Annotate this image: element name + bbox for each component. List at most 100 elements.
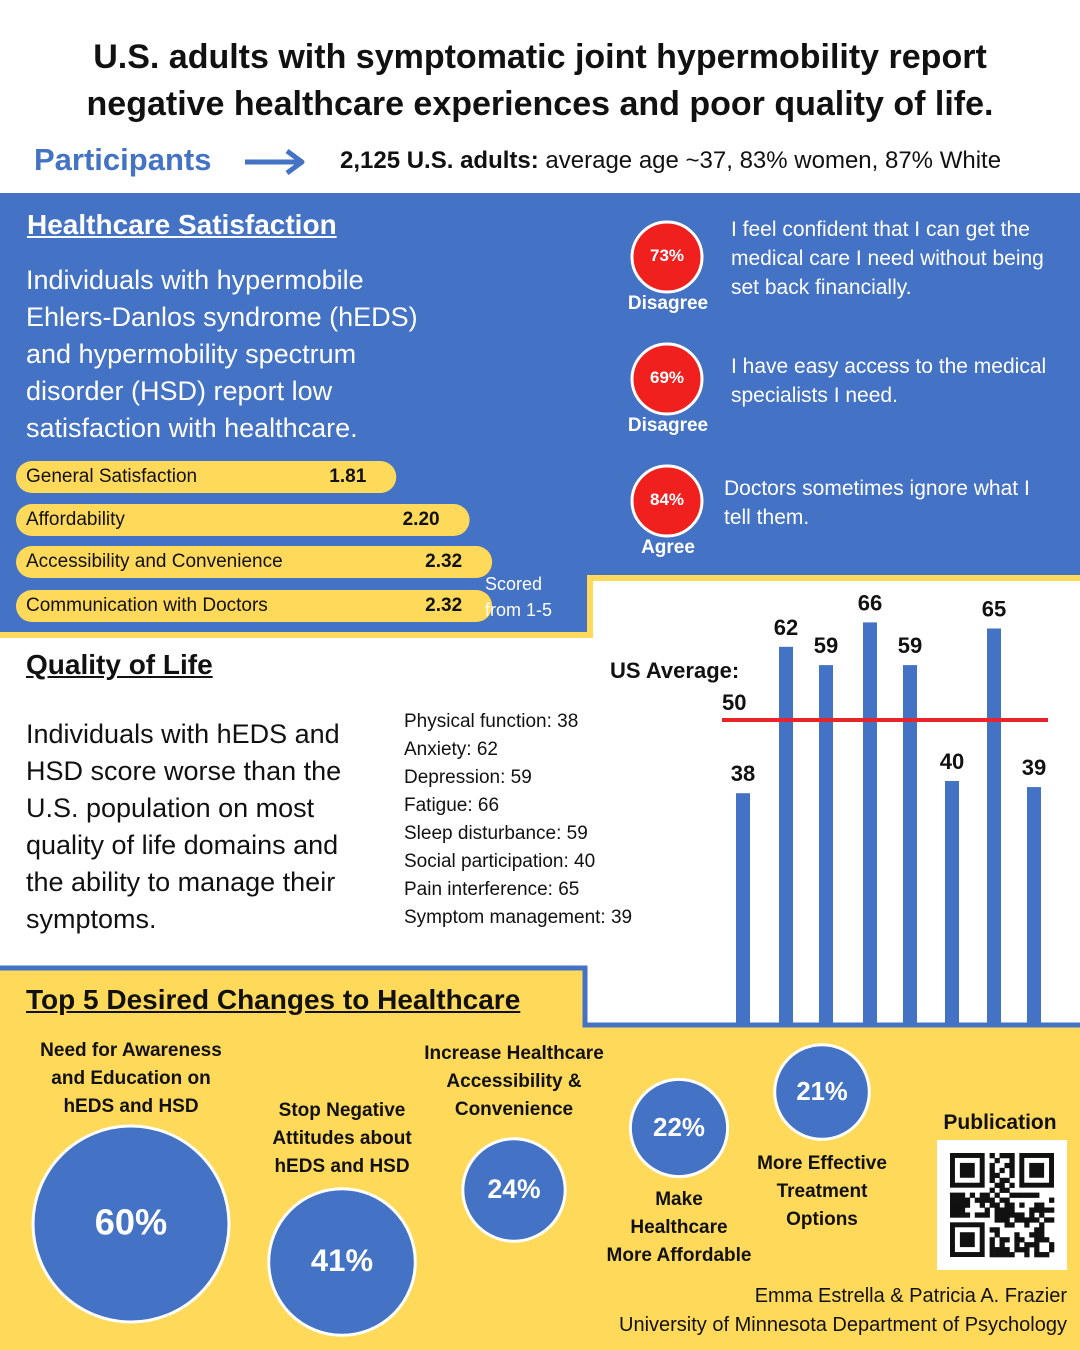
- bar: [945, 781, 959, 1025]
- domain-item: Symptom management: 39: [404, 907, 633, 928]
- qr-module: [979, 1197, 985, 1203]
- change-label: Attitudes about: [272, 1128, 412, 1149]
- qr-module: [1029, 1217, 1035, 1223]
- qr-module: [959, 1232, 975, 1248]
- bar: [987, 628, 1001, 1025]
- change-label: Options: [786, 1209, 858, 1230]
- participants-label: Participants: [34, 142, 212, 177]
- qr-module: [994, 1207, 1000, 1213]
- domain-item: Sleep disturbance: 59: [404, 823, 588, 844]
- qr-module: [959, 1162, 975, 1178]
- change-label: Stop Negative: [278, 1100, 406, 1121]
- section-heading: Top 5 Desired Changes to Healthcare: [26, 984, 521, 1015]
- qr-module: [979, 1202, 985, 1208]
- qr-module: [1034, 1252, 1040, 1258]
- qr-module: [954, 1192, 961, 1198]
- qr-module: [994, 1227, 1000, 1233]
- domain-item: Fatigue: 66: [404, 795, 500, 816]
- qr-module: [1024, 1247, 1030, 1253]
- qr-module: [994, 1252, 1000, 1258]
- qr-module: [999, 1237, 1005, 1243]
- domain-item: Pain interference: 65: [404, 879, 580, 900]
- bar: [779, 646, 793, 1025]
- score-bar: [16, 504, 470, 536]
- qr-module: [1034, 1202, 1040, 1208]
- qr-module: [989, 1177, 995, 1184]
- qr-module: [1014, 1192, 1020, 1198]
- qr-module: [1034, 1247, 1040, 1253]
- bubble-label: 22%: [653, 1114, 705, 1142]
- score-value: 1.81: [329, 466, 367, 487]
- reference-value: 50: [722, 690, 747, 715]
- qr-module: [954, 1197, 961, 1203]
- bar-label: 66: [858, 590, 882, 615]
- score-label: Communication with Doctors: [26, 595, 268, 616]
- qr-module: [1024, 1242, 1030, 1248]
- qr-module: [1009, 1167, 1015, 1174]
- change-label: hEDS and HSD: [274, 1156, 410, 1177]
- qr-module: [959, 1202, 966, 1208]
- panel-border: [0, 575, 1080, 638]
- percent-badge: [630, 220, 704, 294]
- qr-module: [989, 1167, 995, 1174]
- qr-module: [950, 1202, 956, 1208]
- qr-module: [989, 1242, 995, 1248]
- qr-module: [954, 1207, 961, 1213]
- percent-badge: [630, 464, 704, 538]
- qr-module: [950, 1192, 956, 1198]
- change-label: hEDS and HSD: [63, 1096, 199, 1117]
- bubble: [461, 1137, 567, 1243]
- qr-module: [1009, 1222, 1015, 1228]
- qr-module: [1019, 1247, 1025, 1253]
- qr-module: [1014, 1247, 1020, 1253]
- qr-module: [1034, 1192, 1040, 1198]
- bubble-label: 41%: [311, 1243, 373, 1278]
- qr-module: [1004, 1212, 1010, 1218]
- qr-module: [1009, 1192, 1015, 1198]
- change-label: Accessibility &: [446, 1071, 582, 1092]
- qr-module: [1029, 1232, 1035, 1238]
- qr-module: [989, 1247, 995, 1253]
- bar: [903, 665, 917, 1025]
- qr-module: [1039, 1202, 1045, 1208]
- qr-module: [1014, 1237, 1020, 1243]
- qr-module: [999, 1167, 1005, 1174]
- qr-module: [974, 1212, 981, 1218]
- qr-module: [950, 1207, 956, 1213]
- qr-module: [1044, 1207, 1050, 1213]
- qr-module: [1039, 1252, 1045, 1258]
- qr-module: [999, 1153, 1005, 1159]
- bubble: [31, 1124, 231, 1324]
- qr-module: [964, 1202, 971, 1208]
- qr-module: [984, 1212, 990, 1218]
- qr-module: [1014, 1212, 1020, 1218]
- statement-text: I feel confident that I can get the medi…: [731, 218, 1044, 299]
- qr-module: [999, 1217, 1005, 1223]
- participants: 2,125 U.S. adults: average age ~37, 83% …: [340, 147, 1001, 175]
- qr-module: [1004, 1207, 1010, 1213]
- score-label: Affordability: [26, 509, 125, 530]
- bubble-label: 60%: [95, 1202, 167, 1243]
- qr-module: [1009, 1153, 1015, 1159]
- qr-module: [1024, 1217, 1030, 1223]
- bubble: [773, 1043, 871, 1141]
- bar-label: 62: [774, 615, 798, 640]
- qr-module: [994, 1232, 1000, 1238]
- qr-module: [1039, 1237, 1045, 1243]
- bubble: [267, 1187, 417, 1337]
- qr-module: [989, 1252, 995, 1258]
- qr-module: [1049, 1207, 1055, 1213]
- qr-module: [1024, 1192, 1030, 1198]
- title: U.S. adults with symptomatic joint hyper…: [86, 38, 994, 123]
- qr-module: [999, 1182, 1005, 1188]
- qr-module: [989, 1162, 995, 1169]
- qr-module: [984, 1197, 990, 1203]
- statement-text: I have easy access to the medical specia…: [731, 355, 1047, 407]
- change-label: More Affordable: [606, 1245, 752, 1266]
- qr-module: [1039, 1207, 1045, 1213]
- qr-module: [999, 1252, 1005, 1258]
- qr-module: [1004, 1177, 1010, 1184]
- statement-percent: 84%: [649, 490, 685, 509]
- qr-module: [1044, 1237, 1050, 1243]
- qr-module: [994, 1157, 1000, 1164]
